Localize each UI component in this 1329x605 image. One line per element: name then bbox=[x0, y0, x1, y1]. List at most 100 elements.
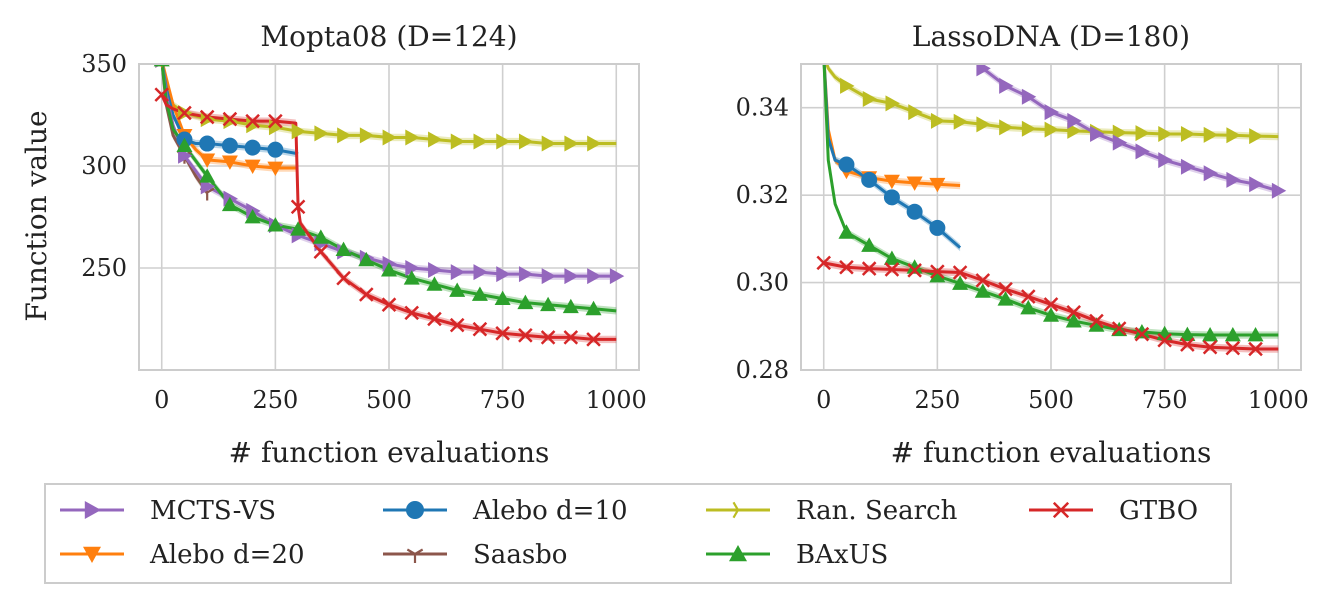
mopta08-marker-random bbox=[291, 123, 307, 140]
lassodna-ticks: 0 250 500 750 1000 0.28 0.30 0.32 0.34 bbox=[736, 63, 1309, 414]
lassodna-marker-baxus bbox=[1133, 323, 1150, 339]
mopta08-marker-mcts_vs bbox=[405, 260, 420, 276]
lassodna-marker-gtbo bbox=[1225, 340, 1241, 356]
lassodna-series bbox=[816, 47, 1287, 357]
legend-marker-gtbo bbox=[1052, 501, 1070, 519]
lassodna-marker-baxus bbox=[1247, 327, 1264, 342]
mopta08-marker-baxus bbox=[221, 196, 238, 212]
mopta08-marker-random bbox=[450, 133, 466, 150]
lassodna-ytick-label: 0.28 bbox=[736, 356, 789, 384]
mopta08-marker-baxus bbox=[403, 270, 420, 285]
lassodna-line-mcts_vs bbox=[977, 64, 1279, 193]
lassodna-marker-gtbo bbox=[975, 273, 991, 288]
legend-label-baxus: BAxUS bbox=[796, 540, 888, 570]
lassodna-marker-mcts_vs bbox=[1271, 182, 1287, 199]
lassodna-marker-random bbox=[1135, 125, 1150, 142]
mopta08-marker-random bbox=[496, 133, 511, 150]
mopta08-marker-gtbo bbox=[495, 325, 510, 341]
lassodna-marker-random bbox=[908, 104, 923, 121]
mopta08-marker-random bbox=[246, 117, 261, 134]
mopta08-marker-gtbo bbox=[313, 244, 329, 259]
mopta08-xtick-label: 500 bbox=[366, 386, 412, 414]
lassodna-title: LassoDNA (D=180) bbox=[912, 20, 1190, 53]
legend-item-alebo10: Alebo d=10 bbox=[383, 496, 628, 526]
legend-item-mcts_vs: MCTS-VS bbox=[60, 496, 276, 526]
mopta08-marker-random bbox=[564, 135, 579, 152]
mopta08-marker-baxus bbox=[267, 217, 284, 232]
mopta08-marker-gtbo bbox=[381, 297, 397, 313]
mopta08-marker-baxus bbox=[199, 168, 216, 183]
mopta08-marker-baxus bbox=[244, 209, 261, 224]
legend-marker-saasbo bbox=[406, 548, 424, 563]
mopta08-marker-gtbo bbox=[427, 311, 442, 327]
lassodna-marker-random bbox=[1158, 125, 1173, 142]
mopta08-marker-baxus bbox=[176, 137, 193, 152]
lassodna-marker-baxus bbox=[1088, 317, 1105, 332]
lassodna-marker-random bbox=[1180, 125, 1196, 142]
lassodna-marker-baxus bbox=[1043, 307, 1059, 322]
legend-item-alebo20: Alebo d=20 bbox=[60, 540, 305, 570]
lassodna-marker-mcts_vs bbox=[1090, 125, 1105, 142]
lassodna-marker-alebo10 bbox=[838, 156, 855, 173]
mopta08-series bbox=[153, 64, 625, 347]
lassodna-xtick-label: 500 bbox=[1028, 386, 1074, 414]
legend-item-gtbo: GTBO bbox=[1029, 496, 1198, 526]
mopta08-marker-baxus bbox=[358, 251, 375, 267]
lassodna-xtick-label: 1000 bbox=[1248, 386, 1309, 414]
lassodna-marker-gtbo bbox=[930, 264, 945, 279]
mopta08-xlabel: # function evaluations bbox=[229, 436, 550, 469]
lassodna-marker-gtbo bbox=[998, 281, 1013, 297]
lassodna-marker-random bbox=[817, 47, 831, 63]
lassodna-marker-baxus bbox=[952, 275, 969, 290]
lassodna-xtick-label: 0 bbox=[816, 386, 831, 414]
lassodna-marker-alebo20 bbox=[929, 177, 946, 193]
mopta08-ytick-label: 250 bbox=[81, 254, 127, 282]
mopta08-title: Mopta08 (D=124) bbox=[260, 20, 517, 53]
lassodna-marker-gtbo bbox=[1066, 305, 1082, 320]
mopta08-marker-mcts_vs bbox=[609, 268, 625, 285]
lassodna-marker-random bbox=[1203, 126, 1219, 143]
lassodna-marker-baxus bbox=[997, 291, 1014, 306]
lassodna-marker-mcts_vs bbox=[1067, 112, 1082, 129]
mopta08-marker-baxus bbox=[312, 229, 329, 244]
mopta08-line-saasbo bbox=[160, 64, 209, 194]
mopta08-marker-random bbox=[405, 129, 420, 146]
mopta08-marker-gtbo bbox=[268, 113, 283, 129]
mopta08-marker-mcts_vs bbox=[450, 264, 466, 281]
mopta08-marker-baxus bbox=[290, 221, 307, 236]
lassodna-ytick-label: 0.32 bbox=[736, 181, 789, 209]
mopta08-marker-alebo10 bbox=[199, 135, 216, 152]
lassodna-marker-random bbox=[862, 90, 878, 107]
mopta08-marker-baxus bbox=[426, 276, 443, 291]
lassodna-marker-random bbox=[1112, 124, 1128, 141]
legend-label-alebo10: Alebo d=10 bbox=[472, 496, 628, 526]
lassodna-marker-random bbox=[1044, 121, 1059, 138]
lassodna-marker-random bbox=[840, 77, 855, 94]
legend-marker-mcts_vs bbox=[84, 501, 101, 519]
mopta08-marker-random bbox=[359, 127, 375, 144]
mopta08-marker-mcts_vs bbox=[496, 266, 511, 283]
lassodna-marker-mcts_vs bbox=[1158, 152, 1173, 169]
lassodna-marker-baxus bbox=[883, 250, 900, 265]
lassodna-ytick-label: 0.34 bbox=[736, 94, 789, 122]
mopta08-marker-mcts_vs bbox=[541, 268, 557, 285]
mopta08-marker-gtbo bbox=[563, 330, 579, 345]
mopta08-marker-gtbo bbox=[540, 330, 556, 345]
legend-item-random: Ran. Search bbox=[706, 496, 958, 526]
lassodna-panel: LassoDNA (D=180) # function evaluations … bbox=[736, 20, 1309, 469]
lassodna-marker-gtbo bbox=[816, 255, 832, 271]
lassodna-marker-gtbo bbox=[1089, 313, 1104, 329]
lassodna-marker-random bbox=[1226, 127, 1241, 144]
lassodna-marker-random bbox=[953, 113, 969, 130]
mopta08-xtick-label: 250 bbox=[252, 386, 298, 414]
lassodna-marker-baxus bbox=[974, 283, 991, 298]
lassodna-marker-random bbox=[930, 112, 946, 129]
lassodna-marker-gtbo bbox=[1248, 341, 1263, 357]
lassodna-marker-baxus bbox=[1202, 327, 1219, 342]
lassodna-marker-gtbo bbox=[1157, 332, 1172, 348]
legend-marker-alebo20 bbox=[83, 546, 101, 563]
mopta08-ytick-label: 300 bbox=[81, 152, 127, 180]
lassodna-marker-gtbo bbox=[1180, 337, 1195, 352]
lassodna-marker-gtbo bbox=[861, 261, 877, 276]
